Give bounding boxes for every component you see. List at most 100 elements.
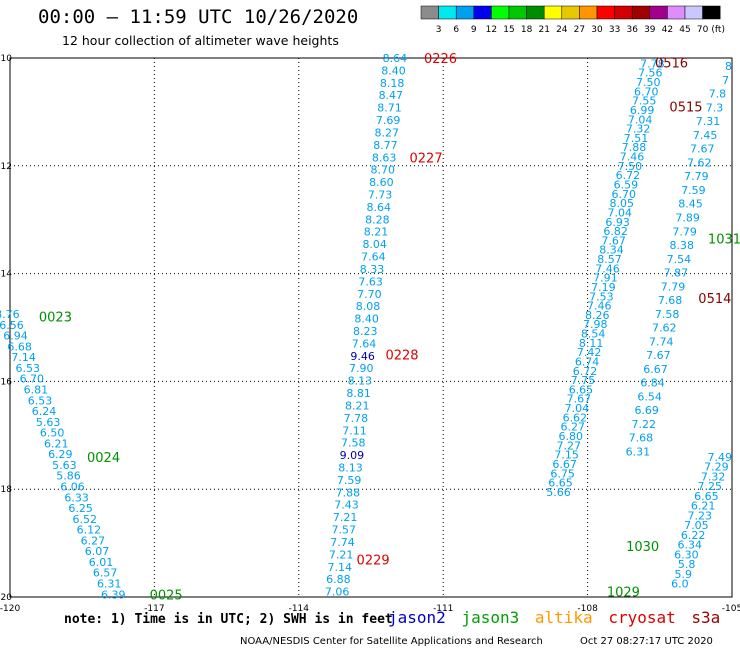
swh-value: 6.75 bbox=[550, 467, 575, 480]
swh-value: 7.50 bbox=[636, 76, 661, 89]
swh-value: 7.04 bbox=[565, 402, 590, 415]
pass-time-label: 0514 bbox=[698, 292, 731, 307]
swh-value: 7.67 bbox=[567, 393, 592, 406]
swh-value: 6.74 bbox=[575, 355, 600, 368]
swh-value: 6.67 bbox=[643, 363, 668, 376]
swh-value: 8.81 bbox=[346, 387, 371, 400]
swh-value: 6.53 bbox=[28, 394, 53, 407]
swh-value: 8.27 bbox=[375, 126, 400, 139]
colorbar-label: 45 bbox=[679, 25, 690, 35]
swh-value: 8.11 bbox=[579, 337, 604, 350]
colorbar-label: 12 bbox=[486, 25, 497, 35]
swh-value: 6.31 bbox=[626, 445, 651, 458]
swh-value: 7.46 bbox=[595, 262, 620, 275]
swh-value: 8.54 bbox=[581, 328, 606, 341]
swh-value: 7.11 bbox=[342, 424, 367, 437]
colorbar-label: 39 bbox=[644, 25, 656, 35]
legend-altika: altika bbox=[534, 608, 593, 627]
swh-value: 7.21 bbox=[329, 548, 354, 561]
swh-value: 7.62 bbox=[652, 322, 677, 335]
swh-value: 8.77 bbox=[373, 139, 398, 152]
page-subtitle: 12 hour collection of altimeter wave hei… bbox=[62, 33, 339, 48]
swh-value: 7.98 bbox=[583, 318, 608, 331]
swh-value: 7.56 bbox=[638, 67, 663, 80]
swh-value: 7.55 bbox=[632, 95, 657, 108]
swh-value: 7.27 bbox=[556, 439, 581, 452]
swh-value: 5.86 bbox=[56, 470, 81, 483]
swh-value: 7.74 bbox=[649, 335, 674, 348]
swh-value: 7.62 bbox=[687, 156, 712, 169]
colorbar-swatch bbox=[596, 5, 615, 20]
colorbar-swatch bbox=[631, 5, 651, 20]
swh-value: 6.56 bbox=[0, 319, 24, 332]
note-text: note: 1) Time is in UTC; 2) SWH is in fe… bbox=[64, 612, 393, 627]
swh-value: 6.70 bbox=[20, 373, 45, 386]
colorbar-label: 3 bbox=[436, 25, 442, 35]
swh-value: 7.58 bbox=[341, 437, 366, 450]
swh-value: 5.8 bbox=[678, 558, 696, 571]
swh-value: 6.72 bbox=[616, 169, 641, 182]
colorbar-label: 15 bbox=[503, 25, 514, 35]
swh-value: 6.06 bbox=[60, 481, 85, 494]
x-tick-label: -105 bbox=[722, 604, 740, 614]
swh-value: 7.59 bbox=[681, 184, 706, 197]
colorbar-label: 27 bbox=[574, 25, 585, 35]
swh-value: 7.43 bbox=[334, 499, 359, 512]
colorbar-swatch bbox=[649, 5, 668, 20]
colorbar-swatch bbox=[667, 5, 686, 20]
swh-value: 6.29 bbox=[48, 448, 73, 461]
pass-time-label: 0228 bbox=[385, 348, 418, 363]
swh-value: 7.42 bbox=[577, 346, 602, 359]
swh-value: 8.60 bbox=[369, 176, 394, 189]
pass-time-label: 0227 bbox=[410, 152, 443, 167]
pass-time-label: 0023 bbox=[39, 311, 72, 326]
colorbar-label: 70 bbox=[697, 25, 709, 35]
swh-value: 6.70 bbox=[634, 85, 659, 98]
swh-value: 5.63 bbox=[36, 416, 61, 429]
swh-value: 7.31 bbox=[696, 115, 721, 128]
swh-value: 7.04 bbox=[607, 206, 632, 219]
swh-value: 7.91 bbox=[593, 272, 618, 285]
swh-value: 8.47 bbox=[379, 89, 404, 102]
swh-value: 6.0 bbox=[671, 578, 689, 591]
swh-value: 7.70 bbox=[357, 288, 382, 301]
legend-jason2: jason2 bbox=[388, 608, 446, 627]
x-tick-label: -114 bbox=[289, 604, 310, 614]
swh-value: 6.69 bbox=[634, 404, 659, 417]
swh-value: 8.34 bbox=[599, 244, 624, 257]
swh-value: 7.79 bbox=[672, 225, 697, 238]
swh-value: 7.64 bbox=[361, 251, 386, 264]
swh-value: 8.04 bbox=[362, 238, 387, 251]
pass-time-label: 1029 bbox=[607, 586, 640, 601]
colorbar-label: 9 bbox=[471, 25, 477, 35]
swh-value: 7.64 bbox=[352, 337, 377, 350]
page-title: 00:00 – 11:59 UTC 10/26/2020 bbox=[38, 6, 359, 28]
swh-value: 7.8 bbox=[709, 88, 727, 101]
swh-value: 6.01 bbox=[89, 556, 114, 569]
swh-value: 7.53 bbox=[589, 290, 614, 303]
swh-value: 6.67 bbox=[552, 458, 577, 471]
swh-value: 7.04 bbox=[628, 113, 653, 126]
swh-value: 6.80 bbox=[558, 430, 583, 443]
y-tick-label: -12 bbox=[0, 162, 12, 172]
swh-value: 8 bbox=[725, 60, 732, 73]
swh-value: 6.94 bbox=[3, 330, 28, 343]
colorbar-swatch bbox=[473, 5, 492, 20]
swh-value: 8.45 bbox=[678, 198, 703, 211]
swh-value: 8.33 bbox=[360, 263, 385, 276]
y-tick-label: -18 bbox=[0, 485, 12, 495]
colorbar-swatch bbox=[614, 5, 633, 20]
swh-value: 7.29 bbox=[704, 461, 729, 474]
swh-value: 6.99 bbox=[630, 104, 655, 117]
swh-value: 6.21 bbox=[44, 437, 69, 450]
pass-time-label: 0516 bbox=[655, 56, 688, 71]
swh-value: 6.65 bbox=[694, 490, 719, 503]
swh-value: 7.46 bbox=[587, 300, 612, 313]
colorbar-label: 24 bbox=[556, 25, 568, 35]
swh-value: 6.65 bbox=[569, 383, 594, 396]
x-tick-label: -120 bbox=[0, 604, 20, 614]
y-tick-label: -16 bbox=[0, 377, 12, 387]
colorbar-swatch bbox=[438, 5, 457, 20]
swh-value: 6.53 bbox=[15, 362, 40, 375]
swh-value: 5.63 bbox=[52, 459, 77, 472]
